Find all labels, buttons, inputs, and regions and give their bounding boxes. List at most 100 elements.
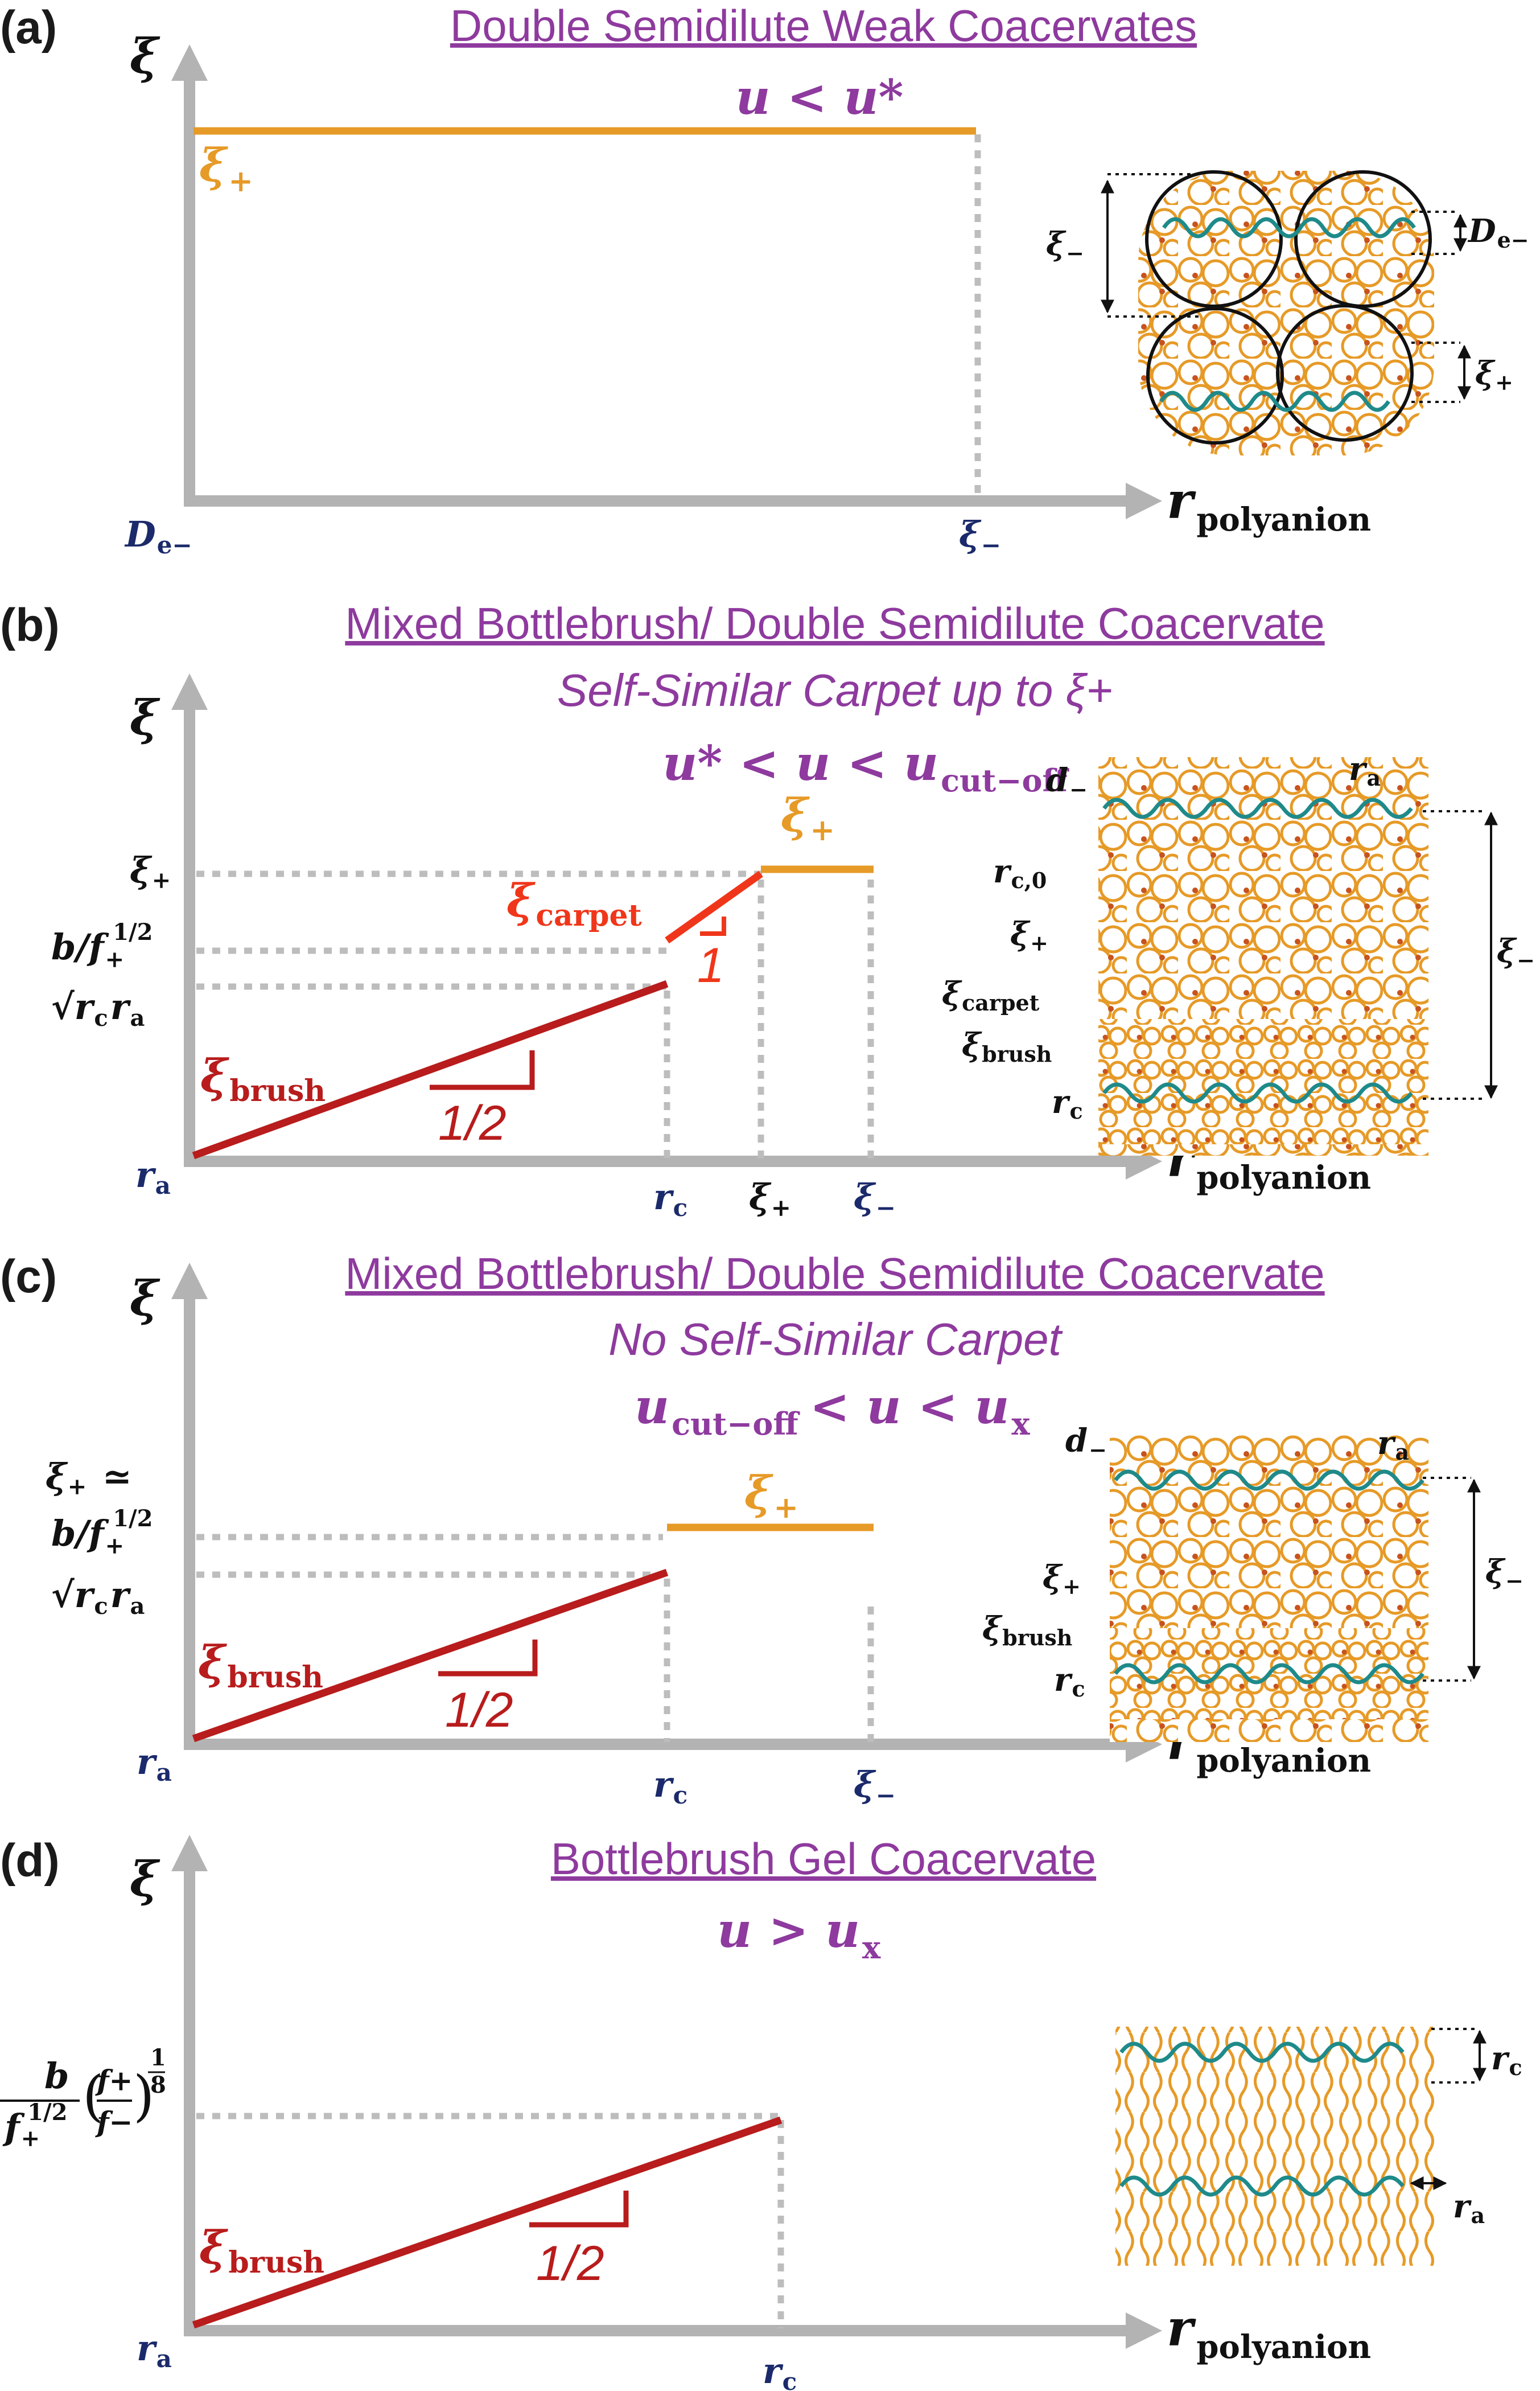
panel-b-carpet-line: [665, 870, 763, 944]
panel-c-ytick-b-f: b/f+1/2: [51, 1505, 153, 1559]
panel-b-schematic-rc: rc: [1052, 1083, 1083, 1124]
formula-paren-close: ): [133, 2064, 154, 2128]
panel-a-y-label: ξ: [130, 28, 160, 84]
panel-b-carpet-label: ξcarpet: [507, 874, 642, 933]
panel-c-plus-label: ξ+: [744, 1466, 798, 1525]
panel-b-slope-half: 1/2: [438, 1096, 507, 1151]
panel-a-xi-plus-label: ξ+: [199, 138, 253, 199]
panel-c-ytick-sqrt: √rcra: [51, 1574, 145, 1620]
formula-exp-den: 8: [150, 2072, 166, 2098]
blob-circle: [1276, 304, 1414, 442]
panel-b-schematic-xi-brush: ξbrush: [962, 1026, 1052, 1067]
panel-c-ytick-xi-plus: ξ+ ≃: [46, 1456, 132, 1500]
polyanion-chain: [1102, 798, 1413, 819]
panel-b-brush-label: ξbrush: [200, 1049, 326, 1108]
panel-c-schematic-xi-brush: ξbrush: [982, 1610, 1072, 1650]
panel-a-condition: u < u*: [736, 69, 904, 125]
panel-c-condition: ucut−off < u < ux: [635, 1378, 1030, 1442]
panel-c-subtitle: No Self-Similar Carpet: [608, 1314, 1063, 1365]
panel-d: (d) Bottlebrush Gel Coacervate u > ux ξ …: [0, 1834, 1522, 2391]
panel-b-y-label: ξ: [130, 689, 160, 746]
panel-label-d: (d): [0, 1835, 60, 1887]
panel-b-schematic: ξ− d− ra rc,0 ξ+ ξcarpet ξbrush rc: [942, 750, 1535, 1156]
panel-c-schematic-ra: ra: [1377, 1424, 1409, 1465]
panel-b-schematic-xi-minus: ξ−: [1497, 932, 1535, 973]
panel-b-schematic-rc0: rc,0: [993, 853, 1047, 893]
panel-c-brush-label: ξbrush: [198, 1636, 323, 1695]
panel-d-schematic-rc: rc: [1491, 2040, 1522, 2080]
panel-b-ytick-b-f: b/f+1/2: [51, 919, 153, 973]
panel-a-schematic-De: De−: [1467, 212, 1529, 253]
panel-b: (b) Mixed Bottlebrush/ Double Semidilute…: [0, 598, 1535, 1222]
formula-paren-open: (: [83, 2064, 104, 2128]
blob-circle: [1146, 307, 1284, 445]
panel-d-slope-triangle: [529, 2191, 629, 2228]
panel-d-brush-line: [192, 2116, 783, 2329]
panel-c-xtick-xi-minus: ξ−: [854, 1764, 896, 1809]
polyanion-chain: [1114, 1663, 1424, 1685]
panel-b-ytick-xi-plus: ξ+: [130, 849, 171, 894]
panel-d-x-label: r polyanion: [1167, 2298, 1371, 2366]
panel-d-xtick-rc: rc: [763, 2350, 797, 2391]
formula-denominator: f+1/2: [2, 2099, 67, 2152]
panel-label-a: (a): [0, 2, 57, 54]
panel-a-x-label: r polyanion: [1167, 471, 1371, 539]
panel-b-subtitle: Self-Similar Carpet up to ξ+: [557, 665, 1113, 716]
blob-circle: [1294, 170, 1432, 308]
panel-b-title: Mixed Bottlebrush/ Double Semidilute Coa…: [345, 598, 1324, 648]
panel-d-slope-half: 1/2: [536, 2236, 604, 2291]
panel-b-xtick-xi-plus: ξ+: [749, 1176, 791, 1222]
panel-c: (c) Mixed Bottlebrush/ Double Semidilute…: [0, 1248, 1523, 1809]
panel-a-schematic-xi-minus: ξ−: [1046, 225, 1084, 266]
panel-a-mesh: [1138, 171, 1434, 455]
panel-c-schematic: ξ− d− ra ξ+ ξbrush rc: [982, 1422, 1523, 1742]
panel-b-condition: u* < u < ucut−off: [662, 735, 1069, 799]
panel-d-schematic-ra: ra: [1453, 2188, 1485, 2228]
formula-inner-num: f+: [95, 2064, 133, 2097]
panel-b-mesh-lower: [1098, 1019, 1428, 1144]
polyanion-chain: [1159, 391, 1390, 412]
panel-a: (a) Double Semidilute Weak Coacervates u…: [0, 1, 1529, 559]
panel-c-schematic-xi-plus: ξ+: [1043, 1559, 1081, 1599]
panel-c-schematic-rc: rc: [1054, 1661, 1085, 1702]
panel-b-schematic-xi-plus: ξ+: [1010, 915, 1048, 956]
panel-c-xtick-ra: ra: [137, 1741, 172, 1786]
polyanion-chain: [1162, 217, 1416, 239]
panel-b-schematic-xi-carpet: ξcarpet: [942, 975, 1040, 1016]
panel-d-gel-mesh: [1115, 2027, 1434, 2266]
panel-d-condition: u > ux: [717, 1902, 881, 1966]
panel-b-xtick-xi-minus: ξ−: [854, 1176, 896, 1222]
polyanion-chain: [1119, 2041, 1405, 2063]
panel-b-schematic-ra: ra: [1349, 750, 1381, 791]
panel-c-xtick-rc: rc: [653, 1764, 687, 1809]
panel-c-title: Mixed Bottlebrush/ Double Semidilute Coa…: [345, 1248, 1324, 1299]
panel-c-schematic-d-minus: d−: [1065, 1422, 1107, 1462]
panel-a-schematic-xi-plus: ξ+: [1475, 355, 1513, 395]
panel-b-xtick-ra: ra: [135, 1154, 171, 1199]
panel-b-ytick-sqrt: √rcra: [51, 986, 145, 1032]
panel-d-y-label: ξ: [130, 1851, 160, 1907]
panel-d-title: Bottlebrush Gel Coacervate: [551, 1834, 1096, 1884]
panel-b-schematic-d-minus: d−: [1046, 762, 1088, 802]
panel-b-brush-line: [192, 980, 669, 1160]
polyanion-chain: [1102, 1082, 1413, 1104]
panel-d-xtick-ra: ra: [137, 2327, 172, 2373]
panel-d-schematic: rc ra: [1115, 2027, 1522, 2266]
panel-b-slope-triangle-carpet: [700, 917, 726, 936]
blob-circle: [1145, 170, 1283, 308]
panel-c-y-label: ξ: [130, 1270, 160, 1326]
panel-b-plus-label: ξ+: [781, 788, 835, 848]
panel-d-brush-label: ξbrush: [199, 2221, 324, 2280]
formula-inner-den: f−: [95, 2105, 133, 2139]
polyanion-chain: [1114, 1469, 1424, 1491]
panel-a-schematic: ξ− De− ξ+: [1046, 170, 1529, 455]
formula-numerator-b: b: [44, 2055, 69, 2097]
panel-c-schematic-xi-minus: ξ−: [1485, 1553, 1523, 1593]
panel-c-slope-half: 1/2: [445, 1683, 513, 1737]
panel-label-c: (c): [0, 1251, 57, 1303]
panel-d-ytick-formula: b f+1/2 ( f+ f− ) 1 8: [0, 2044, 166, 2152]
panel-b-slope-triangle-brush: [430, 1050, 535, 1090]
panel-b-slope-one: 1: [697, 938, 724, 993]
panel-a-tick-xi-minus: ξ−: [959, 513, 1001, 559]
